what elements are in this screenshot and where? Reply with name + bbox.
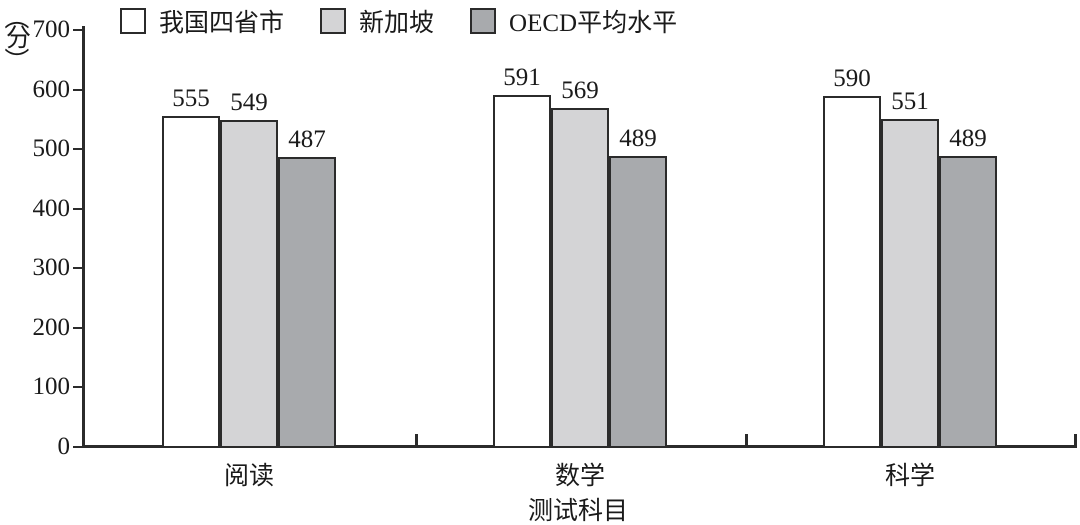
y-tick-label: 600: [32, 75, 71, 103]
category-label: 阅读: [223, 463, 275, 490]
legend-label: 我国四省市: [159, 10, 285, 37]
y-tick-label: 300: [32, 254, 71, 282]
x-axis-title: 测试科目: [527, 498, 629, 525]
y-axis-title-char: 分: [6, 25, 32, 52]
bar-value-label: 590: [833, 64, 871, 92]
legend-item: 我国四省市: [120, 3, 284, 39]
bar-value-label: 549: [230, 88, 268, 116]
bar-series1-cat1: [551, 108, 609, 448]
y-tick: [73, 326, 82, 329]
y-tick: [73, 88, 82, 91]
x-tick: [415, 434, 418, 445]
legend-swatch-icon: [120, 8, 146, 34]
bar-value-label: 551: [891, 87, 929, 115]
x-tick: [745, 434, 748, 445]
bar-value-label: 487: [288, 125, 326, 153]
y-tick: [73, 148, 82, 151]
bar-value-label: 555: [172, 85, 210, 113]
bar-value-label: 591: [503, 63, 541, 91]
bar-series2-cat2: [939, 155, 997, 448]
bar-series1-cat0: [220, 119, 278, 448]
bar-series0-cat1: [493, 94, 551, 448]
bar-value-label: 489: [619, 124, 657, 152]
legend-swatch-icon: [320, 8, 347, 34]
y-tick-label: 100: [32, 373, 71, 401]
legend-swatch-icon: [470, 8, 497, 34]
bar-series2-cat0: [278, 156, 336, 448]
y-tick: [73, 267, 82, 270]
y-tick-label: 200: [32, 313, 71, 341]
y-tick: [73, 386, 82, 389]
bar-series2-cat1: [609, 155, 667, 448]
legend: 我国四省市 新加坡 OECD平均水平: [120, 3, 677, 39]
legend-item: 新加坡: [320, 3, 434, 39]
y-tick-label: 400: [32, 194, 71, 222]
y-tick: [73, 207, 82, 210]
legend-label: 新加坡: [359, 10, 435, 37]
y-axis-line: [82, 26, 85, 448]
legend-item: OECD平均水平: [470, 3, 677, 39]
y-tick: [73, 29, 82, 31]
y-tick-label: 0: [57, 433, 71, 460]
category-label: 数学: [554, 463, 606, 490]
category-label: 科学: [884, 463, 936, 490]
y-tick-label: 500: [32, 135, 71, 163]
y-tick: [73, 446, 82, 448]
bar-value-label: 489: [949, 124, 987, 152]
bar-series1-cat2: [881, 118, 939, 448]
bar-series0-cat0: [162, 116, 220, 448]
legend-label: OECD平均水平: [509, 10, 678, 37]
bar-series0-cat2: [823, 95, 881, 448]
bar-value-label: 569: [561, 77, 599, 105]
x-tick: [1074, 434, 1077, 445]
y-tick-label: 700: [32, 16, 71, 43]
y-axis-title: （分）: [1, 4, 32, 73]
y-axis-title-char: ）: [1, 47, 29, 73]
